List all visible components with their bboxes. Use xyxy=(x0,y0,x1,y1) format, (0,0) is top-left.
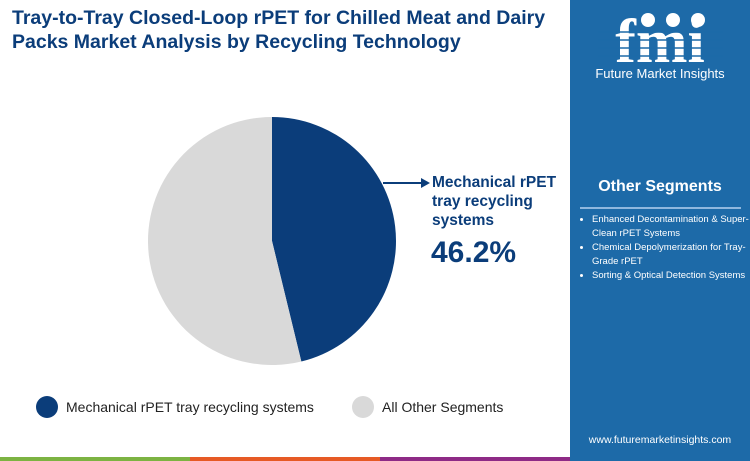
side-panel xyxy=(570,0,750,457)
legend-swatch xyxy=(36,396,58,418)
stripe-orange xyxy=(190,457,380,461)
callout-value: 46.2% xyxy=(431,236,517,269)
other-segments-list: Enhanced Decontamination & Super-Clean r… xyxy=(578,213,750,283)
divider xyxy=(580,207,741,209)
brand-name: Future Market Insights xyxy=(595,66,725,81)
legend-item-other: All Other Segments xyxy=(352,396,503,418)
pie-slice-0 xyxy=(272,117,396,362)
callout-arrow-icon xyxy=(383,178,430,188)
website-url: www.futuremarketinsights.com xyxy=(588,434,732,446)
stripe-green xyxy=(0,457,190,461)
other-segment-item: Chemical Depolymerization for Tray-Grade… xyxy=(592,241,750,269)
fmi-logo-icon: fmi xyxy=(598,10,723,68)
legend-label: Mechanical rPET tray recycling systems xyxy=(66,399,314,415)
legend-swatch xyxy=(352,396,374,418)
stripe-blue xyxy=(570,457,750,461)
legend-item-mechanical: Mechanical rPET tray recycling systems xyxy=(36,396,314,418)
chart-title: Tray-to-Tray Closed-Loop rPET for Chille… xyxy=(12,7,546,53)
stripe-purple xyxy=(380,457,570,461)
other-segment-item: Enhanced Decontamination & Super-Clean r… xyxy=(592,213,750,241)
other-segments-heading: Other Segments xyxy=(598,178,722,195)
pie-chart xyxy=(147,117,396,366)
svg-text:fmi: fmi xyxy=(615,10,705,68)
legend-label: All Other Segments xyxy=(382,399,504,415)
callout-label: Mechanical rPET tray recycling systems xyxy=(432,174,557,229)
pie-slice-1 xyxy=(147,117,302,366)
other-segment-item: Sorting & Optical Detection Systems xyxy=(592,269,750,283)
